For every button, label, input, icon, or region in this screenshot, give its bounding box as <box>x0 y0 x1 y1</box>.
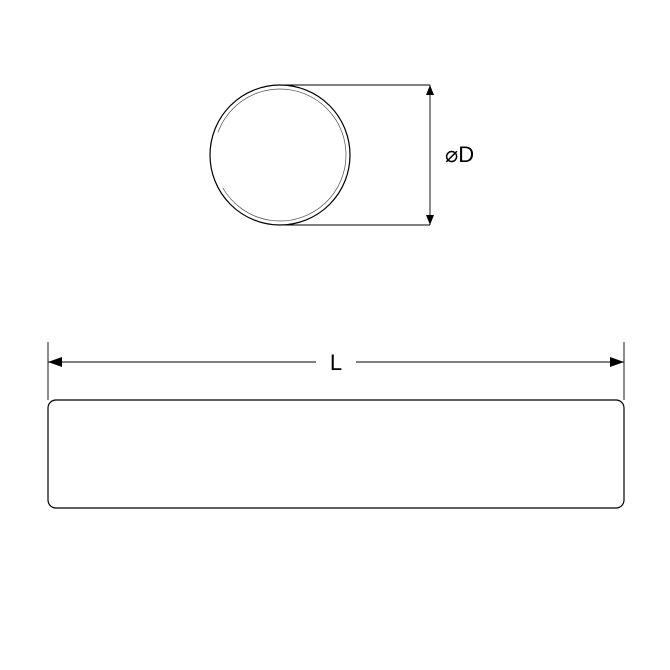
technical-drawing: ⌀D L <box>0 0 670 670</box>
length-label: L <box>330 350 342 375</box>
diameter-label: ⌀D <box>445 142 474 167</box>
